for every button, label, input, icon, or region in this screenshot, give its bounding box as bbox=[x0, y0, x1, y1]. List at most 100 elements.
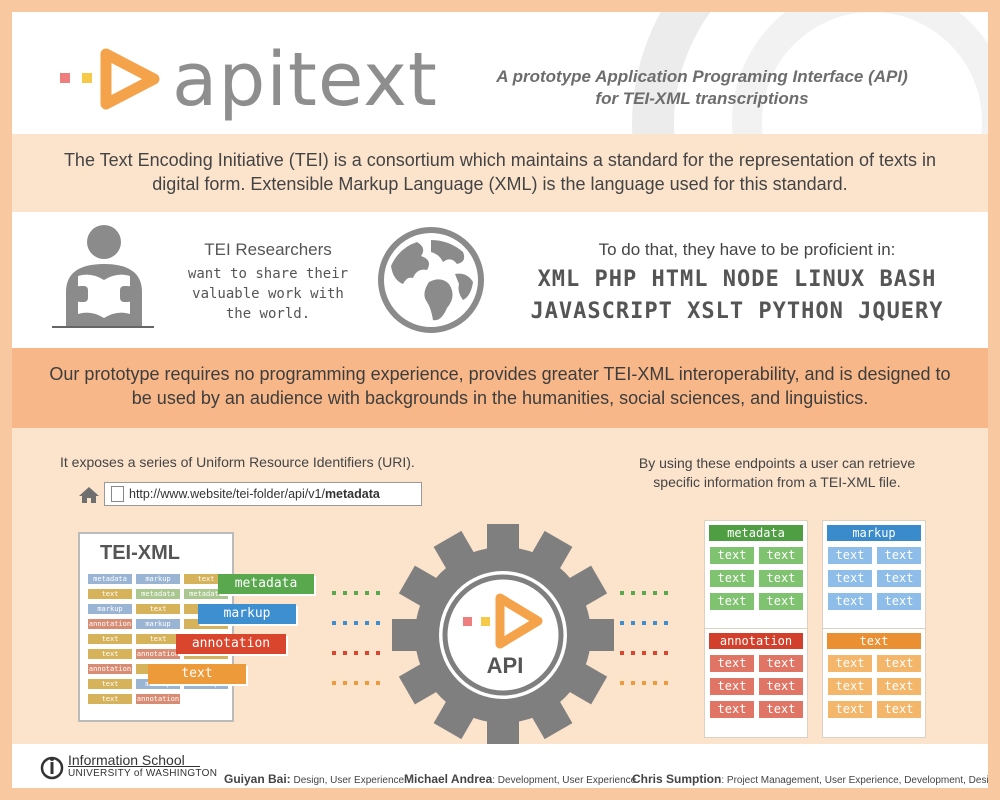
url-endpoint: metadata bbox=[324, 487, 380, 501]
intro-text: The Text Encoding Initiative (TEI) is a … bbox=[63, 150, 937, 194]
school-name: Information School bbox=[68, 752, 185, 768]
endpoint-cell: text bbox=[710, 547, 754, 564]
connector-dot bbox=[631, 591, 635, 595]
endpoint-cell: text bbox=[828, 547, 872, 564]
connector-markup-right bbox=[620, 612, 675, 625]
tei-file-card: metadata markup text text metadata metadata ma… bbox=[78, 532, 234, 722]
endpoint-box-header: markup bbox=[827, 525, 921, 541]
endpoint-cell: text bbox=[828, 655, 872, 672]
connector-markup-left bbox=[332, 612, 387, 625]
connector-dot bbox=[343, 651, 347, 655]
tagline: A prototype Application Programing Inter… bbox=[452, 66, 952, 110]
tag-markup: markup bbox=[198, 604, 296, 624]
uw-info-logo-icon bbox=[40, 756, 64, 780]
endpoint-cell: text bbox=[877, 678, 921, 695]
tei-mini-label: annotation bbox=[136, 694, 180, 704]
endpoint-box-annotation: annotation text text text text text text bbox=[704, 628, 808, 738]
tag-text: text bbox=[148, 664, 246, 684]
connector-dot bbox=[365, 651, 369, 655]
home-icon[interactable] bbox=[78, 486, 100, 504]
document-icon bbox=[111, 486, 124, 502]
connector-annotation-right bbox=[620, 642, 675, 655]
tei-mini-label: markup bbox=[136, 619, 180, 629]
endpoint-cell: text bbox=[877, 593, 921, 610]
endpoint-cell: text bbox=[759, 593, 803, 610]
tei-mini-label: annotation bbox=[88, 664, 132, 674]
subtitle-line: want to share their bbox=[187, 266, 349, 282]
tei-mini-label: markup bbox=[136, 679, 180, 689]
connector-dot bbox=[653, 621, 657, 625]
endpoint-cell: text bbox=[759, 570, 803, 587]
connector-dot bbox=[365, 681, 369, 685]
connector-dot bbox=[354, 681, 358, 685]
divider bbox=[68, 766, 200, 767]
languages-line: JAVASCRIPT XSLT PYTHON JQUERY bbox=[530, 299, 944, 324]
tei-mini-label: annotation bbox=[136, 649, 180, 659]
connector-dot bbox=[642, 681, 646, 685]
connector-dot bbox=[664, 651, 668, 655]
connector-dot bbox=[376, 621, 380, 625]
tei-mini-label: text bbox=[88, 694, 132, 704]
endpoint-cell: text bbox=[828, 678, 872, 695]
researchers-title: TEI Researchers bbox=[204, 240, 332, 259]
endpoint-cell: text bbox=[759, 678, 803, 695]
connector-dot bbox=[664, 591, 668, 595]
tei-mini-label: annotation bbox=[88, 619, 132, 629]
endpoint-box-markup: markup text text text text text text bbox=[822, 520, 926, 630]
endpoint-cell: text bbox=[710, 570, 754, 587]
tei-mini-label: text bbox=[88, 649, 132, 659]
tag-label: annotation bbox=[191, 636, 271, 651]
connector-dot bbox=[664, 621, 668, 625]
infographic: apitext A prototype Application Programi… bbox=[12, 12, 988, 788]
connector-dot bbox=[376, 591, 380, 595]
endpoint-cell: text bbox=[877, 570, 921, 587]
connector-dot bbox=[642, 621, 646, 625]
university-name: UNIVERSITY of WASHINGTON bbox=[68, 768, 218, 779]
connector-dot bbox=[354, 621, 358, 625]
endpoint-cell: text bbox=[877, 701, 921, 718]
connector-dot bbox=[332, 591, 336, 595]
endpoint-cell: text bbox=[710, 678, 754, 695]
reading-person-icon bbox=[66, 225, 142, 326]
connector-dot bbox=[332, 681, 336, 685]
connector-dot bbox=[620, 681, 624, 685]
connector-dot bbox=[620, 591, 624, 595]
connector-dot bbox=[343, 621, 347, 625]
connector-dot bbox=[631, 621, 635, 625]
connector-dot bbox=[365, 621, 369, 625]
tei-mini-label: markup bbox=[88, 604, 132, 614]
connector-dot bbox=[376, 681, 380, 685]
uri-description: It exposes a series of Uniform Resource … bbox=[60, 454, 415, 470]
credit-role: Design, User Experience bbox=[293, 775, 405, 786]
header: apitext A prototype Application Programi… bbox=[12, 12, 988, 356]
intro-band: The Text Encoding Initiative (TEI) is a … bbox=[12, 134, 988, 212]
connector-dot bbox=[631, 681, 635, 685]
logo-wordmark: apitext bbox=[172, 37, 438, 123]
globe-icon bbox=[378, 227, 484, 333]
prototype-band: Our prototype requires no programming ex… bbox=[12, 348, 988, 428]
endpoint-cell: text bbox=[877, 547, 921, 564]
tei-file-title: TEI-XML bbox=[100, 542, 180, 564]
tei-mini-label: text bbox=[88, 589, 132, 599]
tag-metadata: metadata bbox=[218, 574, 314, 594]
credit-name: Michael Andrea bbox=[404, 772, 493, 786]
endpoint-cell: text bbox=[877, 655, 921, 672]
credit-role: : Project Management, User Experience, D… bbox=[721, 775, 988, 786]
tagline-line: for TEI-XML transcriptions bbox=[595, 89, 809, 108]
prototype-text: Our prototype requires no programming ex… bbox=[49, 364, 951, 408]
connector-metadata-right bbox=[620, 582, 675, 595]
connector-dot bbox=[620, 651, 624, 655]
connector-dot bbox=[642, 651, 646, 655]
url-bar[interactable]: http://www.website/tei-folder/api/v1/met… bbox=[104, 482, 422, 506]
subtitle-line: the world. bbox=[225, 306, 311, 322]
credit-name: Chris Sumption bbox=[632, 772, 722, 786]
logo-square-red bbox=[60, 73, 70, 83]
tei-mini-label: metadata bbox=[136, 589, 180, 599]
credit-michael: Michael Andrea: Development, User Experi… bbox=[404, 772, 636, 786]
endpoints-description: By using these endpoints a user can retr… bbox=[602, 454, 952, 492]
tei-mini-label: text bbox=[184, 619, 228, 629]
proficiency-label: To do that, they have to be proficient i… bbox=[598, 240, 896, 259]
connector-dot bbox=[620, 621, 624, 625]
endpoint-cell: text bbox=[828, 593, 872, 610]
connector-text-right bbox=[620, 672, 675, 685]
